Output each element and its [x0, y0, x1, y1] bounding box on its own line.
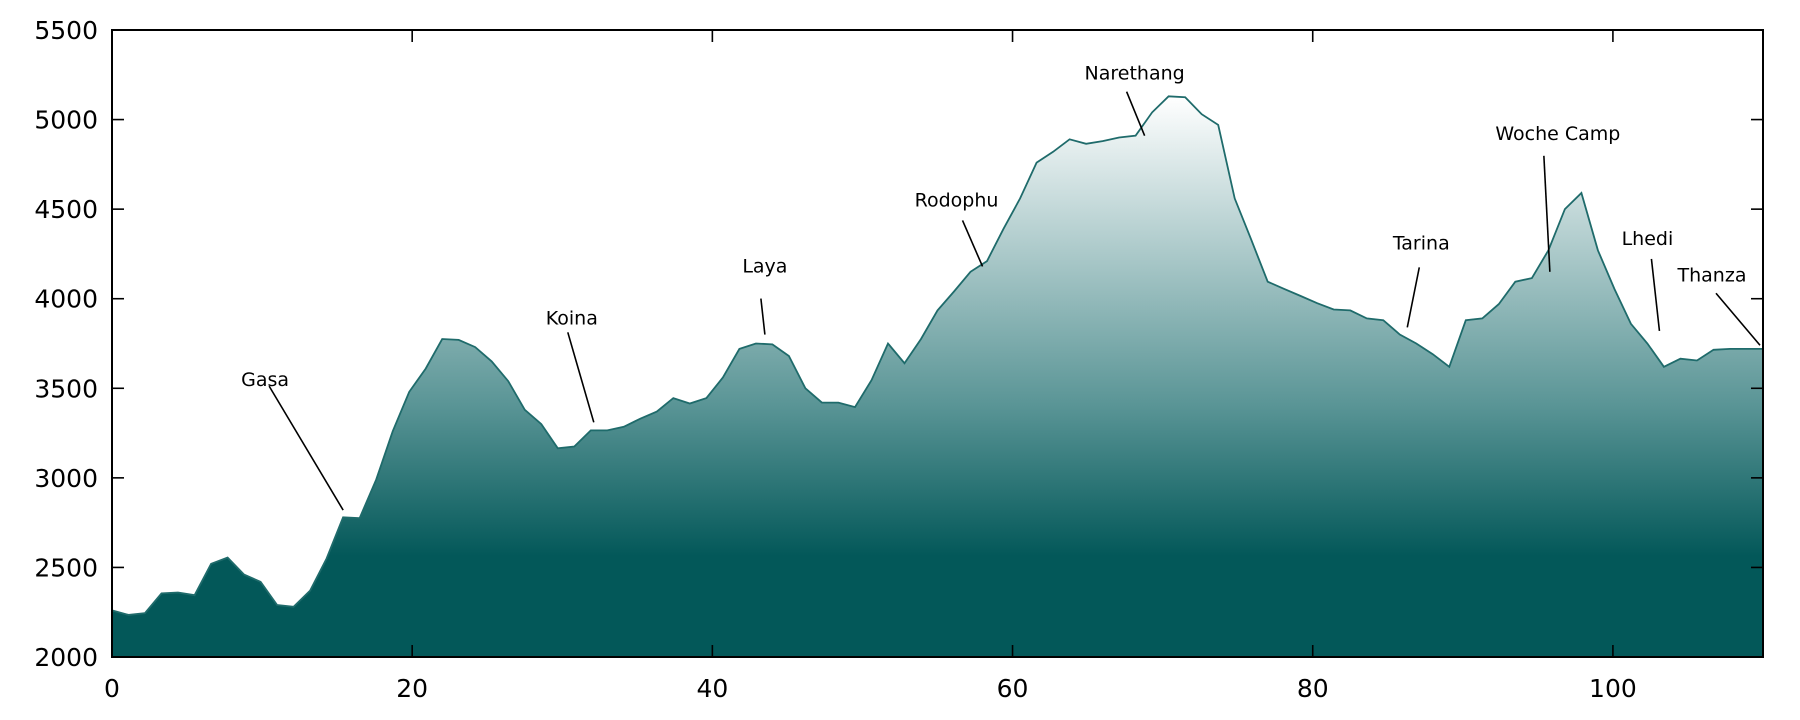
- axes-layer: [111, 29, 1764, 658]
- annotation-leader-lhedi: [1650, 258, 1661, 332]
- y-tick-label: 4000: [34, 285, 98, 314]
- annotation-label-woche-camp: Woche Camp: [1495, 123, 1620, 145]
- x-tick-label: 100: [1589, 674, 1637, 703]
- y-tick-label: 5500: [34, 16, 98, 45]
- x-tick-label: 20: [396, 674, 428, 703]
- plot-frame: [111, 29, 1764, 658]
- annotation-leader-rodophu: [961, 220, 984, 267]
- y-tick-label: 4500: [34, 195, 98, 224]
- annotation-leader-woche-camp: [1543, 155, 1551, 272]
- annotation-leader-tarina: [1406, 267, 1421, 328]
- annotation-leader-laya: [760, 298, 766, 335]
- elevation-area: [112, 96, 1763, 658]
- annotation-leader-gasa: [268, 385, 344, 511]
- y-tick-label: 2000: [34, 643, 98, 672]
- annotation-label-laya: Laya: [742, 256, 787, 278]
- y-tick-label: 3500: [34, 374, 98, 403]
- ticks-layer: 0 20 40 60 80 100 2000 2500 3000 3500 4000 4500 5000…: [34, 16, 1763, 703]
- elevation-line: [111, 95, 1763, 616]
- y-tick-label: 5000: [34, 106, 98, 135]
- area-layer: [111, 95, 1763, 658]
- annotation-label-narethang: Narethang: [1085, 63, 1185, 85]
- annotation-label-tarina: Tarina: [1392, 232, 1450, 254]
- annotation-leader-thanza: [1715, 292, 1761, 346]
- annotation-label-rodophu: Rodophu: [915, 189, 999, 211]
- x-tick-label: 40: [696, 674, 728, 703]
- x-tick-label: 80: [1297, 674, 1329, 703]
- x-tick-label: 60: [997, 674, 1029, 703]
- annotation-label-lhedi: Lhedi: [1622, 228, 1674, 250]
- x-tick-label: 0: [104, 674, 120, 703]
- annotation-label-thanza: Thanza: [1677, 264, 1747, 286]
- annotation-label-gasa: Gasa: [241, 369, 289, 391]
- y-tick-label: 3000: [34, 464, 98, 493]
- annotation-leader-koina: [567, 332, 595, 423]
- annotation-leader-narethang: [1125, 91, 1146, 136]
- annotations-layer: Gasa Koina Laya Rodophu Narethang Tarina Woche…: [241, 63, 1761, 511]
- annotation-label-koina: Koina: [546, 307, 598, 329]
- y-tick-label: 2500: [34, 553, 98, 582]
